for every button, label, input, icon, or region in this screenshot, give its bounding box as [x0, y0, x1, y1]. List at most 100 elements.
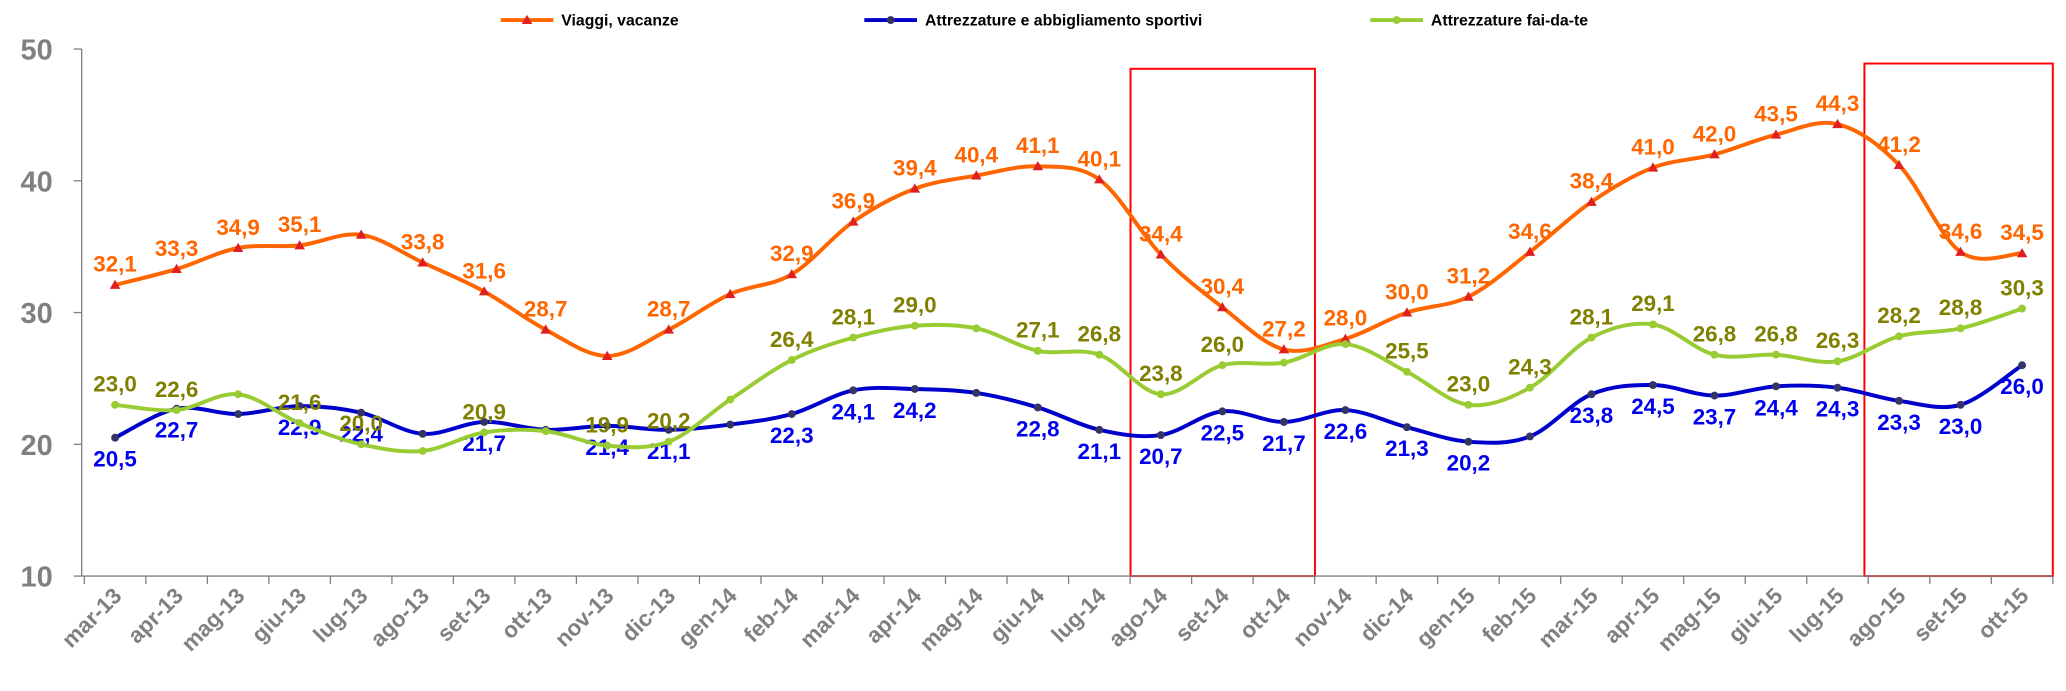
value-label: 22,3 [770, 423, 814, 448]
marker [787, 410, 796, 418]
value-label: 38,4 [1570, 169, 1614, 194]
legend-marker [886, 16, 895, 25]
value-label: 20,0 [339, 411, 383, 436]
value-label: 23,0 [1447, 372, 1491, 397]
legend-label: Attrezzature e abbigliamento sportivi [925, 12, 1202, 29]
x-tick-label: dic-13 [617, 583, 680, 646]
value-label: 33,8 [401, 229, 445, 254]
marker [1895, 396, 1903, 405]
x-tick-label: feb-15 [1477, 583, 1541, 647]
marker [1033, 346, 1042, 355]
value-label: 24,2 [893, 398, 937, 423]
value-label: 24,3 [1508, 354, 1552, 379]
marker [1464, 400, 1473, 409]
value-label: 22,7 [155, 418, 199, 443]
x-tick-label: lug-14 [1047, 583, 1112, 648]
value-label: 29,0 [893, 293, 937, 318]
x-tick-label: mar-13 [57, 583, 127, 653]
marker [1279, 358, 1288, 367]
marker [603, 421, 612, 430]
value-label: 22,6 [1324, 419, 1368, 444]
value-label: 34,6 [1508, 219, 1552, 244]
marker [172, 406, 181, 415]
value-label: 24,1 [831, 399, 875, 424]
marker [724, 288, 736, 299]
marker [295, 419, 304, 428]
value-label: 40,4 [955, 142, 999, 167]
value-label: 20,2 [647, 409, 691, 434]
marker [848, 216, 859, 226]
marker [232, 242, 244, 252]
marker [1587, 390, 1596, 399]
value-label: 28,2 [1877, 303, 1921, 328]
value-label: 43,5 [1754, 102, 1798, 127]
value-label: 30,0 [1385, 279, 1429, 304]
series-line [114, 306, 2023, 454]
value-label: 23,8 [1139, 361, 1183, 386]
legend-label: Viaggi, vacanze [561, 12, 679, 29]
x-tick-label: ago-14 [1104, 583, 1173, 652]
value-label: 20,9 [462, 399, 506, 424]
x-tick-label: mar-14 [795, 583, 865, 653]
value-label: 26,8 [1078, 322, 1122, 347]
marker [664, 437, 673, 446]
value-label: 30,4 [1201, 274, 1245, 299]
marker [417, 257, 428, 267]
x-tick-label: mag-14 [915, 583, 988, 656]
value-label: 26,3 [1816, 328, 1860, 353]
value-label: 31,6 [462, 258, 506, 283]
x-tick-label: lug-15 [1785, 583, 1849, 647]
value-label: 39,4 [893, 156, 937, 181]
marker [2018, 304, 2027, 313]
marker [2016, 247, 2028, 258]
value-label: 41,2 [1877, 132, 1921, 157]
marker [2018, 361, 2027, 370]
marker [1525, 383, 1534, 392]
x-tick-label: giu-14 [985, 583, 1050, 648]
value-label: 36,9 [831, 188, 875, 213]
x-tick-label: set-13 [432, 583, 495, 646]
value-label: 25,5 [1385, 339, 1429, 364]
value-label: 23,8 [1570, 403, 1614, 428]
value-label: 21,6 [278, 390, 322, 415]
marker [601, 350, 613, 360]
value-label: 23,0 [93, 372, 137, 397]
marker [234, 390, 243, 399]
marker [1218, 407, 1227, 416]
marker [355, 229, 367, 239]
y-tick-label: 10 [20, 562, 52, 594]
marker [418, 429, 427, 438]
marker [1770, 129, 1782, 139]
value-label: 28,0 [1324, 306, 1368, 331]
marker [910, 321, 919, 330]
value-label: 34,4 [1139, 221, 1183, 246]
x-tick-label: giu-13 [247, 583, 311, 647]
marker [1647, 162, 1659, 172]
marker [1893, 159, 1905, 169]
marker [1586, 196, 1597, 206]
marker [603, 441, 612, 450]
marker [1709, 149, 1720, 159]
value-label: 41,1 [1016, 133, 1060, 158]
marker [1833, 383, 1842, 392]
x-tick-label: set-15 [1909, 583, 1972, 646]
value-label: 27,1 [1016, 318, 1060, 343]
value-label: 21,1 [1078, 439, 1122, 464]
marker [480, 428, 489, 437]
value-label: 26,0 [2000, 374, 2044, 399]
marker [909, 183, 921, 193]
x-tick-label: mag-13 [176, 583, 249, 656]
marker [1956, 400, 1965, 409]
marker [1833, 357, 1842, 366]
x-tick-label: nov-14 [1288, 583, 1357, 652]
value-label: 24,3 [1816, 397, 1860, 422]
marker [111, 400, 120, 409]
value-label: 24,5 [1631, 394, 1675, 419]
marker [1649, 320, 1657, 329]
value-label: 23,3 [1877, 410, 1921, 435]
x-tick-label: set-14 [1170, 583, 1234, 647]
marker [786, 269, 798, 279]
x-tick-label: gen-15 [1411, 583, 1480, 652]
x-tick-label: ott-14 [1235, 583, 1296, 644]
marker [294, 240, 305, 250]
